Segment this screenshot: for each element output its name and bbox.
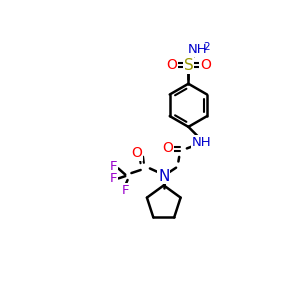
Text: F: F [110,172,118,185]
Text: F: F [122,184,129,196]
Text: O: O [200,58,211,72]
Text: O: O [166,58,177,72]
Text: NH: NH [192,136,211,149]
Text: O: O [162,141,173,155]
Text: O: O [131,146,142,160]
Text: NH: NH [188,44,208,56]
Text: N: N [158,169,169,184]
Text: S: S [184,58,193,73]
Text: F: F [110,160,118,173]
Text: 2: 2 [203,42,209,52]
